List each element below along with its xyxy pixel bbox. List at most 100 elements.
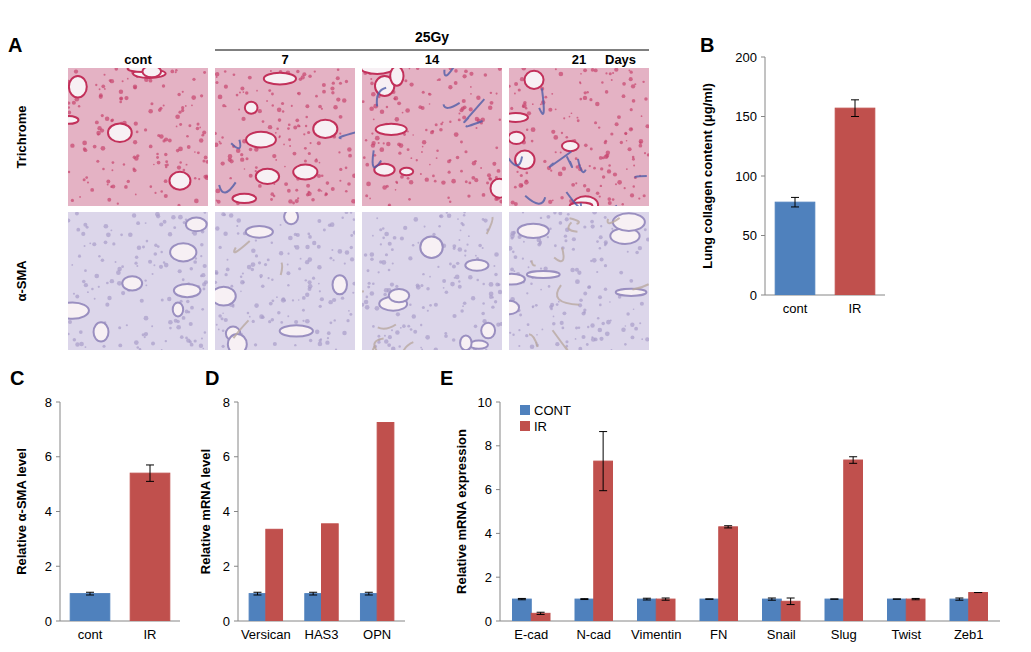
cell-dot [331,249,333,251]
cell-dot [626,140,628,142]
error-bar [724,526,732,528]
fibrosis [378,325,396,329]
y-tick-label: 2 [223,559,230,574]
cell-dot [154,192,156,194]
cell-dot [308,235,312,239]
cell-dot [520,174,523,177]
error-cap [537,614,545,615]
airway [481,323,495,338]
cell-dot [412,314,416,318]
airway [313,120,337,138]
cell-dot [339,132,341,134]
y-axis-label: Relative α-SMA level [14,448,29,575]
cell-dot [496,93,498,95]
y-tick [761,176,765,177]
cell-dot [391,248,394,251]
cell-dot [71,264,73,266]
error-cap [768,600,776,601]
x-tick-label: E-cad [514,627,548,642]
cell-dot [631,335,635,339]
cell-dot [94,298,96,300]
cell-dot [287,264,289,266]
error-line [795,197,796,207]
cell-dot [111,184,115,188]
y-tick [496,533,500,534]
cell-dot [518,329,520,331]
plot-marks [249,423,394,621]
cell-dot [549,228,551,230]
cell-dot [75,295,79,299]
cell-dot [298,299,300,301]
cell-dot [489,177,493,181]
cell-dot [215,132,217,135]
cell-dot [629,127,633,131]
cell-dot [118,326,121,329]
cell-dot [630,108,633,111]
cell-dot [384,288,389,293]
cell-dot [271,278,273,280]
cell-dot [282,110,284,112]
error-bar [849,457,857,464]
cell-dot [604,141,607,144]
x-tick-label: cont [78,627,103,642]
cell-dot [179,161,182,164]
y-tick-label: 0 [45,614,52,629]
cell-dot [240,157,244,161]
y-tick [761,295,765,296]
error-cap [830,599,838,600]
cell-dot [236,94,239,97]
cell-dot [594,68,598,72]
cell-dot [405,108,410,113]
cell-dot [308,152,311,155]
cell-dot [601,81,603,83]
cell-dot [524,180,529,185]
bar [377,423,394,621]
cell-dot [408,256,412,260]
error-cap [599,490,607,491]
cell-dot [454,81,458,85]
cell-dot [79,196,81,198]
cell-dot [144,336,146,338]
cell-dot [459,108,463,112]
cell-dot [341,217,343,219]
cell-dot [101,84,105,88]
airway [333,275,347,294]
cell-dot [177,165,181,169]
error-bar [253,592,261,595]
cell-dot [339,82,342,85]
cell-dot [164,153,167,156]
cell-dot [323,228,326,231]
cell-dot [604,288,607,291]
cell-dot [590,323,594,327]
cell-dot [612,72,614,74]
cell-dot [352,282,355,286]
cell-dot [555,342,559,346]
fibrosis [487,217,493,234]
cell-dot [268,125,272,129]
cell-dot [254,303,259,308]
error-cap [537,612,545,613]
error-bar [851,100,859,117]
error-cap [518,599,526,600]
cell-dot [186,338,190,342]
legend-swatch [520,405,530,415]
cell-dot [305,292,309,296]
cell-dot [215,143,218,148]
cell-dot [587,91,589,93]
cell-dot [296,70,299,73]
cell-dot [145,284,147,286]
airway [376,124,407,135]
cell-dot [277,108,282,113]
cell-dot [364,300,369,305]
cell-dot [75,342,79,346]
error-cap [974,592,982,593]
airway [527,271,560,278]
cell-dot [216,324,218,326]
cell-dot [78,255,81,258]
cell-dot [556,303,559,306]
cell-dot [233,73,236,76]
cell-dot [83,148,87,152]
cell-dot [528,266,530,268]
cell-dot [491,305,494,308]
cell-dot [552,322,556,326]
